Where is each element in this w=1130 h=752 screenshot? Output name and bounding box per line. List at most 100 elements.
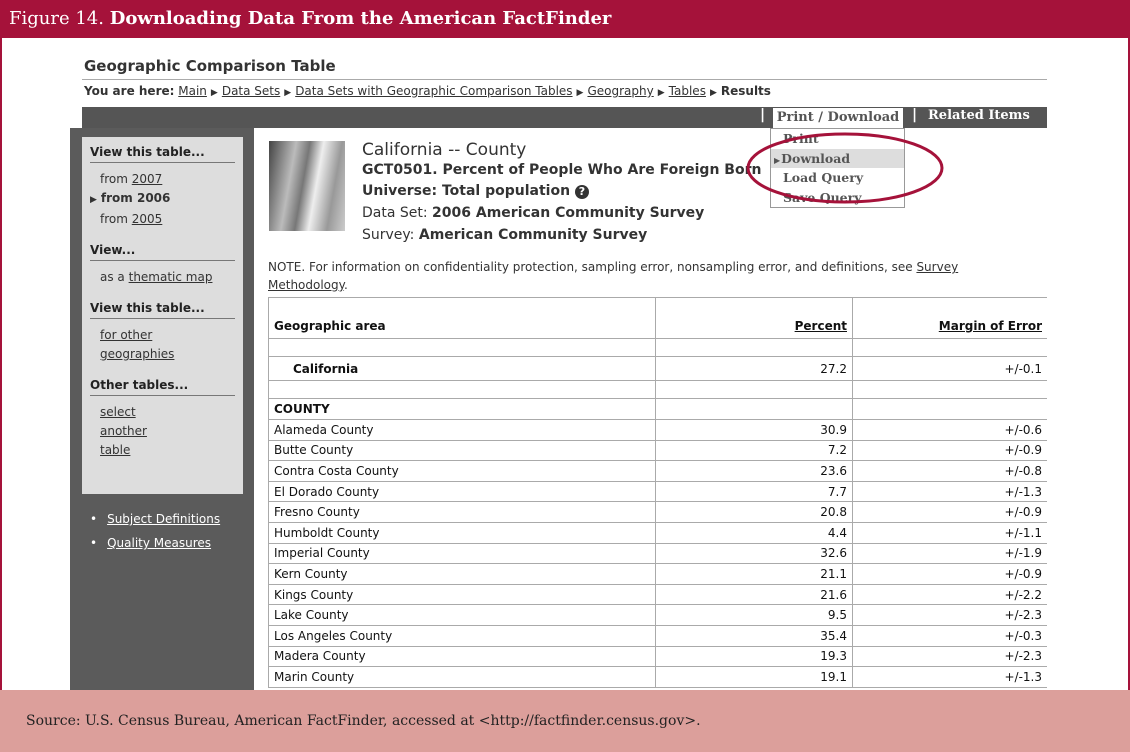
cell-text: 20.8	[820, 505, 847, 519]
highlight-oval	[748, 134, 942, 202]
cell: +/-1.3	[853, 667, 1048, 688]
cell: +/-0.1	[853, 357, 1048, 381]
cell-text: +/-1.3	[1004, 485, 1042, 499]
sidebar-bottom-link[interactable]: Quality Measures	[107, 536, 211, 550]
cell: 4.4	[656, 522, 853, 543]
cell-text: 30.9	[820, 423, 847, 437]
sidebar-link[interactable]: select another table	[100, 405, 147, 457]
highlight	[740, 128, 950, 208]
cell: Percent	[656, 298, 853, 339]
separator: |	[912, 107, 917, 123]
cell-text: +/-0.6	[1004, 423, 1042, 437]
table-id: GCT0501. Percent of People Who Are Forei…	[362, 162, 761, 178]
cell: 20.8	[656, 502, 853, 523]
cell-text: Lake County	[274, 608, 349, 622]
cell-text: COUNTY	[274, 402, 330, 416]
cell-text: Kern County	[274, 567, 348, 581]
sidebar-section: Other tables...select another table	[90, 378, 235, 460]
cell-text: 7.2	[828, 443, 847, 457]
sidebar-item: as a thematic map	[90, 268, 250, 287]
help-icon[interactable]: ?	[575, 185, 589, 199]
breadcrumb: You are here: Main▶Data Sets▶Data Sets w…	[84, 84, 771, 98]
cell-text: Marin County	[274, 670, 354, 684]
sidebar-link[interactable]: thematic map	[129, 270, 213, 284]
breadcrumb-link[interactable]: Data Sets	[222, 84, 280, 98]
data-row: El Dorado County7.7+/-1.3	[269, 481, 1048, 502]
cell-text: 21.6	[820, 588, 847, 602]
cell	[853, 399, 1048, 420]
cell-text: 35.4	[820, 629, 847, 643]
cell-text: Butte County	[274, 443, 353, 457]
cell: 23.6	[656, 461, 853, 482]
cell	[853, 339, 1048, 357]
cell-text: +/-0.1	[1004, 362, 1042, 376]
cell: Margin of Error	[853, 298, 1048, 339]
cell-text[interactable]: Margin of Error	[939, 319, 1042, 333]
cell: +/-0.8	[853, 461, 1048, 482]
cell: +/-1.9	[853, 543, 1048, 564]
cell-text: Kings County	[274, 588, 353, 602]
total-row: California 27.2 +/-0.1	[269, 357, 1048, 381]
cell: Los Angeles County	[269, 625, 656, 646]
breadcrumb-link[interactable]: Geography	[587, 84, 653, 98]
breadcrumb-arrow: ▶	[577, 88, 584, 98]
breadcrumb-link[interactable]: Data Sets with Geographic Comparison Tab…	[295, 84, 572, 98]
breadcrumb-arrow: ▶	[211, 88, 218, 98]
cell-text: +/-0.3	[1004, 629, 1042, 643]
sidebar-item: ▶from 2006	[90, 189, 240, 210]
universe-text: Universe: Total population	[362, 183, 570, 199]
menu-item[interactable]: Related Items	[928, 108, 1030, 123]
cell: +/-0.9	[853, 564, 1048, 585]
cell: Lake County	[269, 605, 656, 626]
breadcrumb-link[interactable]: Tables	[669, 84, 706, 98]
cell: 35.4	[656, 625, 853, 646]
cell: +/-0.3	[853, 625, 1048, 646]
empty-row	[269, 381, 1048, 399]
cell-text: 27.2	[820, 362, 847, 376]
note-end: .	[344, 278, 348, 292]
cell: Kings County	[269, 584, 656, 605]
menu-item[interactable]: Print / Download	[773, 108, 903, 128]
breadcrumb-arrow: ▶	[284, 88, 291, 98]
cell	[853, 381, 1048, 399]
breadcrumb-link[interactable]: Main	[178, 84, 207, 98]
cell-text: Contra Costa County	[274, 464, 399, 478]
sidebar-bullet-item: •Subject Definitions	[90, 512, 220, 526]
cell-text[interactable]: Percent	[795, 319, 847, 333]
cell: 30.9	[656, 420, 853, 441]
sidebar-text: as a	[100, 270, 125, 284]
cell: +/-0.9	[853, 502, 1048, 523]
sidebar-bullet-item: •Quality Measures	[90, 536, 220, 550]
cell-text: 9.5	[828, 608, 847, 622]
cell-text: El Dorado County	[274, 485, 379, 499]
cell: California	[269, 357, 656, 381]
data-row: Contra Costa County 23.6+/-0.8	[269, 461, 1048, 482]
current-arrow: ▶	[90, 195, 97, 205]
sidebar-bottom-link[interactable]: Subject Definitions	[107, 512, 220, 526]
header-row: Geographic area Percent Margin of Error	[269, 298, 1048, 339]
cell	[269, 381, 656, 399]
cell-text: Humboldt County	[274, 526, 380, 540]
cell: Alameda County	[269, 420, 656, 441]
cell-text: 4.4	[828, 526, 847, 540]
cell: Humboldt County	[269, 522, 656, 543]
sidebar-text: from	[100, 212, 128, 226]
data-row: Marin County 19.1+/-1.3	[269, 667, 1048, 688]
cell-text: +/-0.9	[1004, 505, 1042, 519]
universe: Universe: Total population ?	[362, 183, 589, 199]
figure-header: Figure 14. Downloading Data From the Ame…	[0, 0, 1130, 38]
sidebar-link[interactable]: 2005	[132, 212, 163, 226]
sidebar-link[interactable]: for other geographies	[100, 328, 174, 361]
cell: +/-1.3	[853, 481, 1048, 502]
survey: Survey: American Community Survey	[362, 227, 647, 243]
cell: 19.1	[656, 667, 853, 688]
cell: +/-1.1	[853, 522, 1048, 543]
cell: 21.1	[656, 564, 853, 585]
source: Source: U.S. Census Bureau, American Fac…	[0, 690, 1130, 752]
cell-text: +/-2.3	[1004, 608, 1042, 622]
divider	[82, 79, 1047, 80]
cell: COUNTY	[269, 399, 656, 420]
cell: Geographic area	[269, 298, 656, 339]
sidebar-link[interactable]: 2007	[132, 172, 163, 186]
